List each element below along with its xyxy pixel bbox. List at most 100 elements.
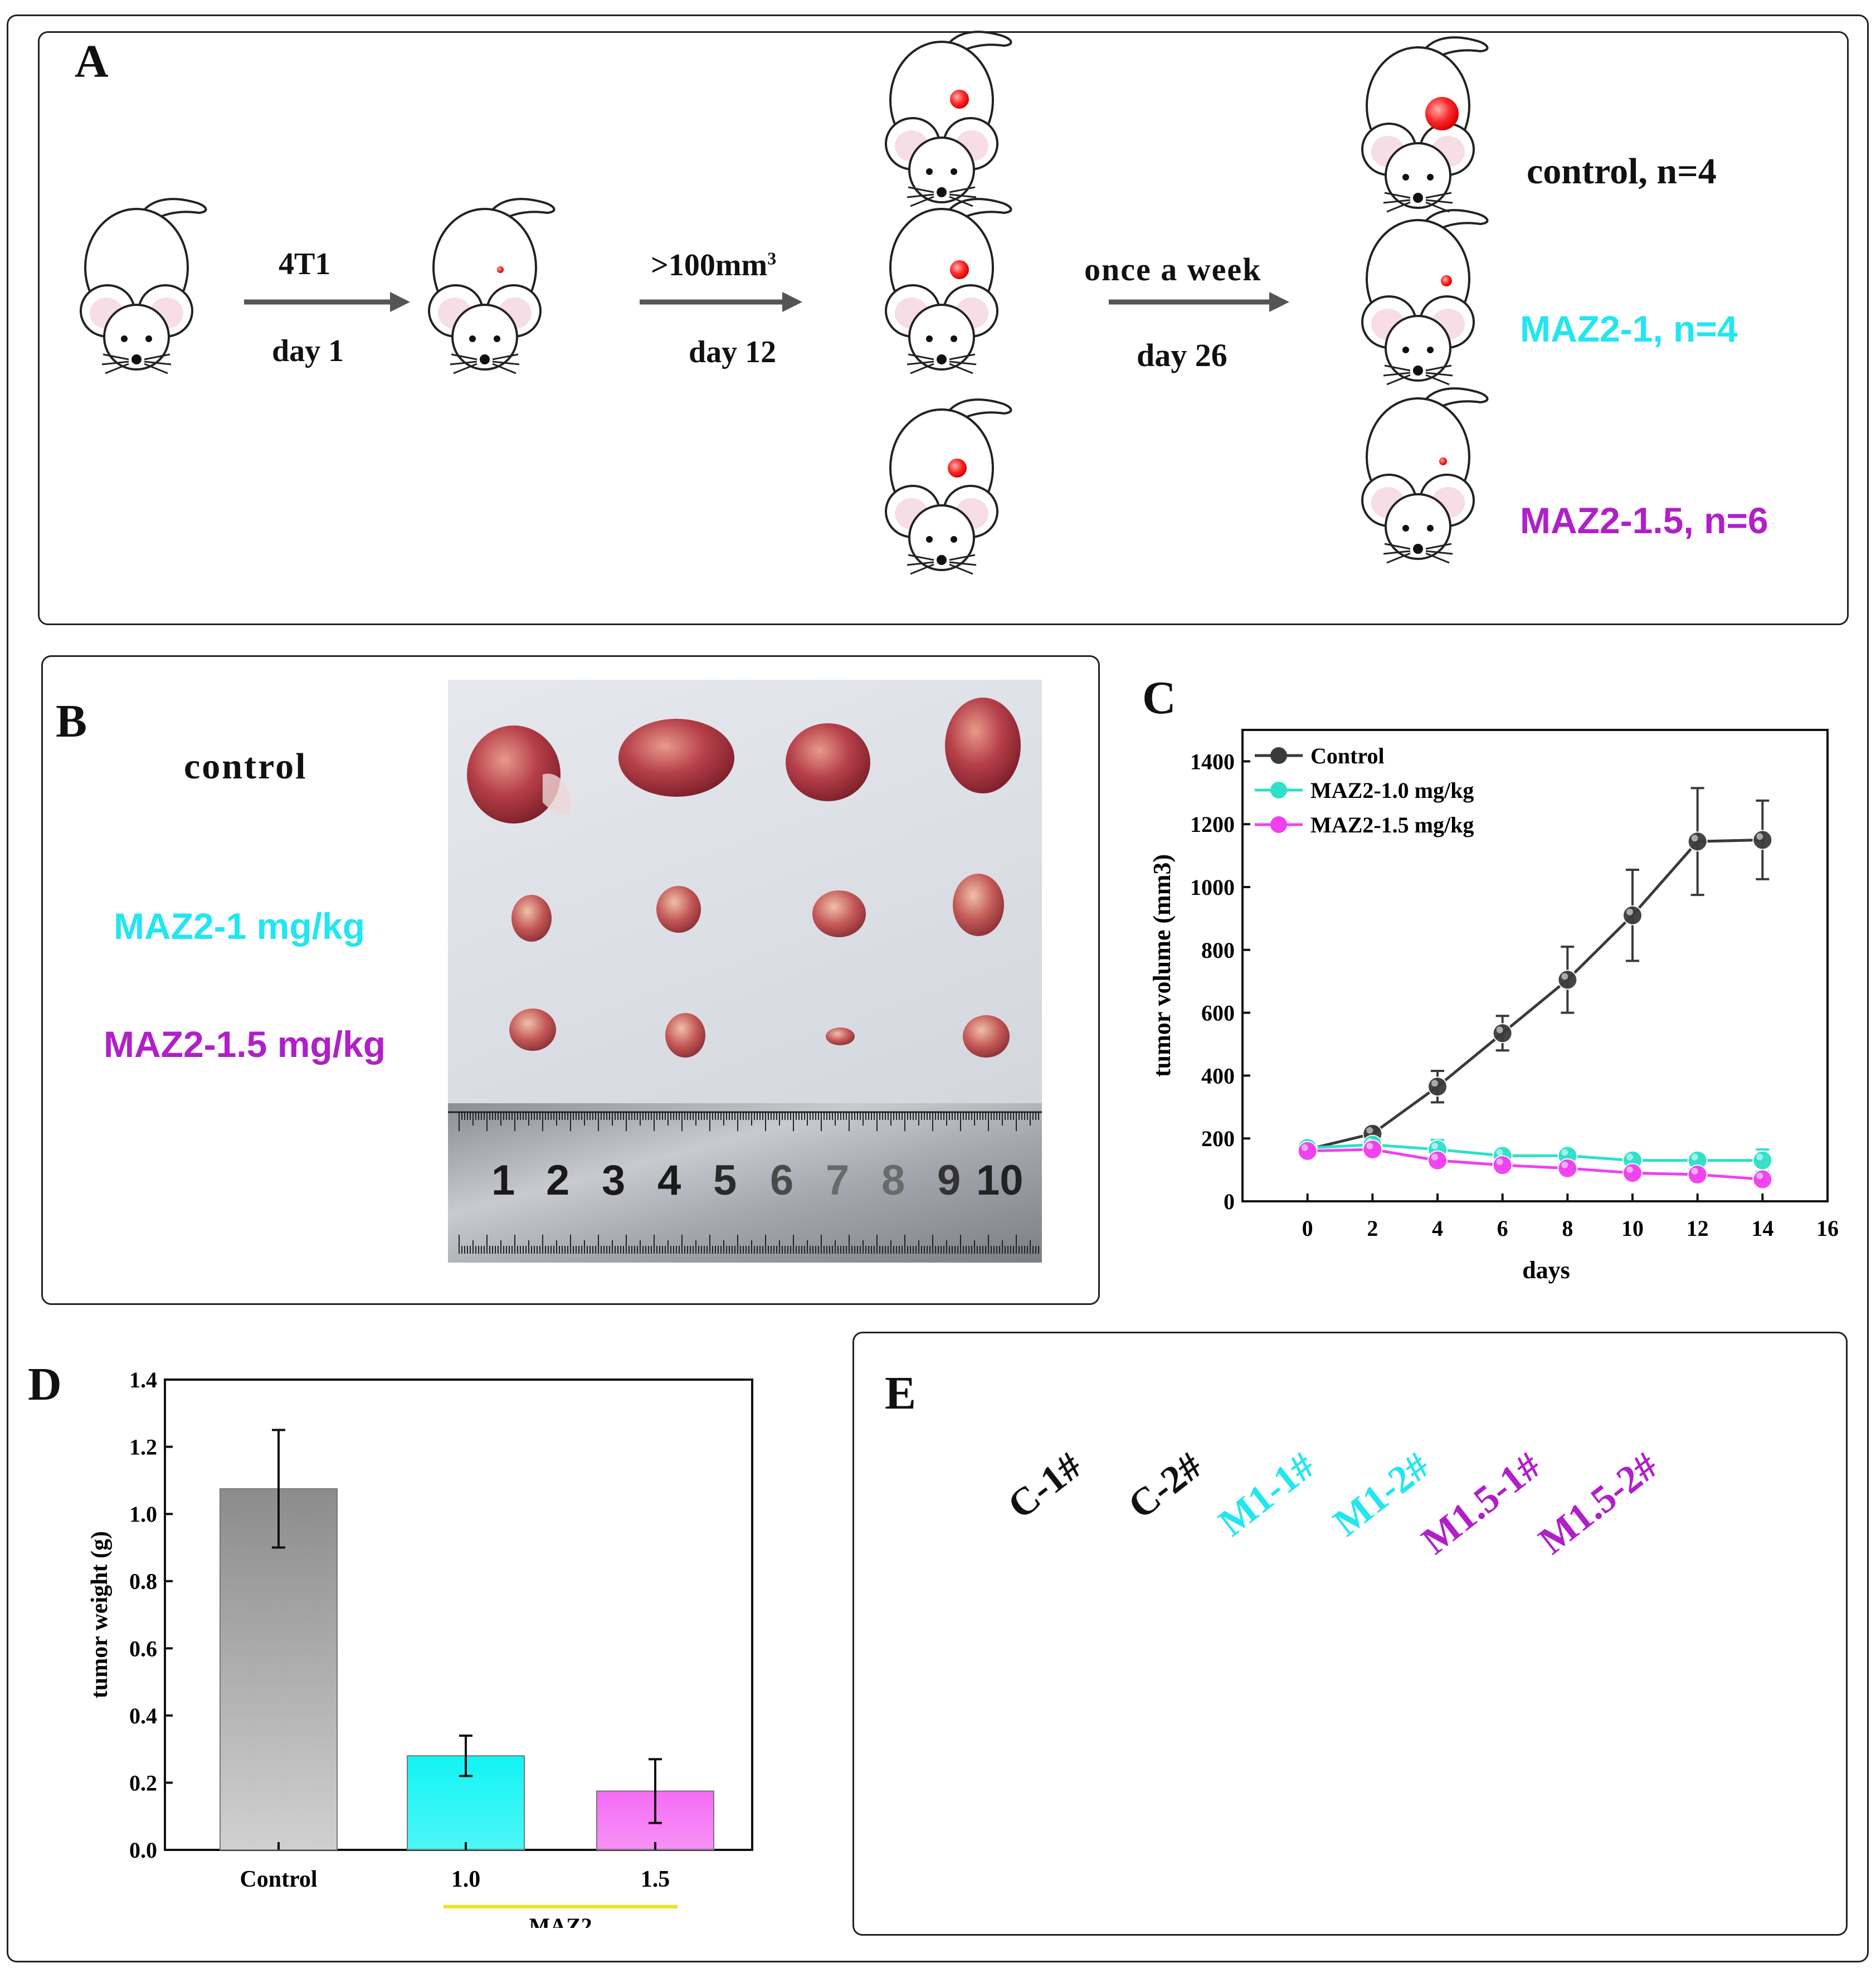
lane-label: M1.5-1#: [1414, 1444, 1549, 1563]
mouse-icon: [1361, 36, 1489, 213]
step-1-top-label: 4T1: [279, 247, 331, 281]
tumor-marker: [497, 266, 504, 273]
y-tick-label: 600: [1201, 1001, 1235, 1026]
ruler-number: 10: [976, 1157, 1024, 1204]
data-point-highlight: [1626, 1166, 1633, 1173]
ruler-number: 6: [770, 1157, 794, 1204]
group-control-label: control, n=4: [1527, 151, 1717, 192]
x-tick-label: 8: [1562, 1216, 1573, 1241]
mouse-icon: [885, 198, 1012, 374]
ruler-number: 2: [546, 1157, 570, 1204]
panel-a-schematic: [80, 31, 1489, 575]
tumor-marker: [950, 260, 969, 279]
series-line-2: [1307, 1148, 1763, 1181]
mouse-icon: [885, 31, 1012, 207]
y-tick-label: 1400: [1190, 749, 1235, 774]
legend-label: MAZ2-1.0 mg/kg: [1310, 778, 1474, 803]
arrow-icon: [1109, 292, 1289, 312]
row-label-control: control: [184, 746, 308, 787]
ruler-body: [448, 1103, 1042, 1263]
legend-marker: [1270, 747, 1287, 764]
data-point: [1752, 1150, 1773, 1171]
x-tick-label: 0: [1302, 1216, 1313, 1241]
legend-marker: [1270, 816, 1287, 833]
data-point: [1557, 1158, 1578, 1178]
ruler-tick-marks: [459, 1112, 1039, 1254]
arrow-icon: [640, 292, 802, 312]
data-point-highlight: [1561, 1149, 1568, 1156]
mouse-icon: [80, 198, 207, 374]
data-point-highlight: [1496, 1026, 1503, 1034]
y-tick-label: 0.2: [129, 1770, 157, 1795]
tumor-marker: [1425, 97, 1459, 130]
x-tick-label: 12: [1687, 1216, 1709, 1241]
tumor-control-1: [467, 725, 561, 824]
x-tick-label: Control: [240, 1867, 317, 1892]
data-point: [1492, 1023, 1513, 1044]
data-point: [1687, 831, 1708, 852]
y-tick-label: 1.2: [129, 1435, 157, 1460]
tumor-maz2-15-3: [826, 1027, 855, 1045]
legend-label: MAZ2-1.5 mg/kg: [1310, 812, 1474, 837]
y-tick-label: 0.4: [129, 1703, 157, 1728]
y-tick-label: 1000: [1190, 875, 1235, 900]
ruler-numbers: 1 2 3 4 5 6 7 8 9 10: [448, 1156, 1042, 1212]
y-tick-label: 1.4: [129, 1367, 157, 1392]
x-tick-label: 1.0: [451, 1867, 481, 1892]
tumor-marker: [948, 459, 967, 478]
y-tick-label: 0: [1224, 1189, 1235, 1214]
ruler-number: 1: [491, 1157, 515, 1204]
data-point: [1492, 1155, 1513, 1176]
data-point: [1752, 830, 1773, 850]
data-point: [1687, 1165, 1708, 1185]
step-2-top-sup: 3: [767, 248, 777, 269]
y-tick-label: 0.6: [129, 1636, 157, 1661]
x-axis-label: days: [1522, 1256, 1570, 1284]
lane-label: M1-1#: [1211, 1444, 1323, 1545]
mouse-icon: [885, 398, 1012, 575]
step-1-bottom-label: day 1: [272, 334, 344, 368]
ruler-number: 9: [937, 1157, 961, 1204]
arrow-icon: [244, 292, 410, 312]
mouse-icon: [1361, 209, 1489, 386]
ruler-number: 7: [826, 1157, 850, 1204]
tumor-marker: [950, 90, 969, 109]
western-blot: C-1#C-2#M1-1#M1-2#M1.5-1#M1.5-2#TrxR1Trx…: [1000, 1444, 1666, 1563]
x-tick-label: 4: [1432, 1216, 1443, 1241]
tumor-maz2-1-2: [656, 886, 701, 933]
data-point-highlight: [1431, 1153, 1438, 1161]
legend-marker: [1270, 782, 1287, 798]
x-tick-label: 10: [1621, 1216, 1644, 1241]
row-label-maz2-1: MAZ2-1 mg/kg: [114, 905, 366, 947]
data-point-highlight: [1431, 1080, 1438, 1087]
group-maz2-15-label: MAZ2-1.5, n=6: [1520, 500, 1768, 541]
data-point-highlight: [1301, 1144, 1308, 1151]
data-point-highlight: [1756, 1153, 1763, 1161]
tumor-maz2-1-1: [511, 895, 552, 942]
tumor-maz2-15-2: [665, 1013, 705, 1058]
tumor-control-2: [618, 719, 734, 797]
lane-label: M1.5-2#: [1531, 1444, 1666, 1563]
ruler-number: 4: [657, 1157, 681, 1204]
panel-e-frame: [852, 1332, 1848, 1936]
data-point-highlight: [1366, 1142, 1373, 1149]
panel-e-letter: E: [885, 1367, 917, 1419]
x-tick-label: 16: [1816, 1216, 1839, 1241]
data-point: [1427, 1076, 1448, 1097]
figure-outer-frame: [7, 14, 1869, 1962]
legend-label: Control: [1310, 743, 1385, 768]
data-point-highlight: [1431, 1142, 1438, 1149]
data-point-highlight: [1691, 1153, 1698, 1161]
y-tick-label: 0.8: [129, 1569, 157, 1594]
y-tick-label: 400: [1201, 1063, 1235, 1088]
panel-b-letter: B: [56, 695, 87, 747]
data-point: [1427, 1150, 1448, 1171]
tumor-control-3: [786, 723, 870, 801]
bar-Control: [220, 1488, 338, 1850]
tumor-photo: 1 2 3 4 5 6 7 8 9 10: [448, 680, 1042, 1263]
y-axis-label: tumor volume (mm3): [1148, 854, 1176, 1077]
step-2-top-label: >100mm3: [651, 247, 776, 283]
data-point-highlight: [1561, 973, 1568, 980]
mouse-icon: [1361, 387, 1489, 564]
group-maz2-1-label: MAZ2-1, n=4: [1520, 308, 1738, 349]
